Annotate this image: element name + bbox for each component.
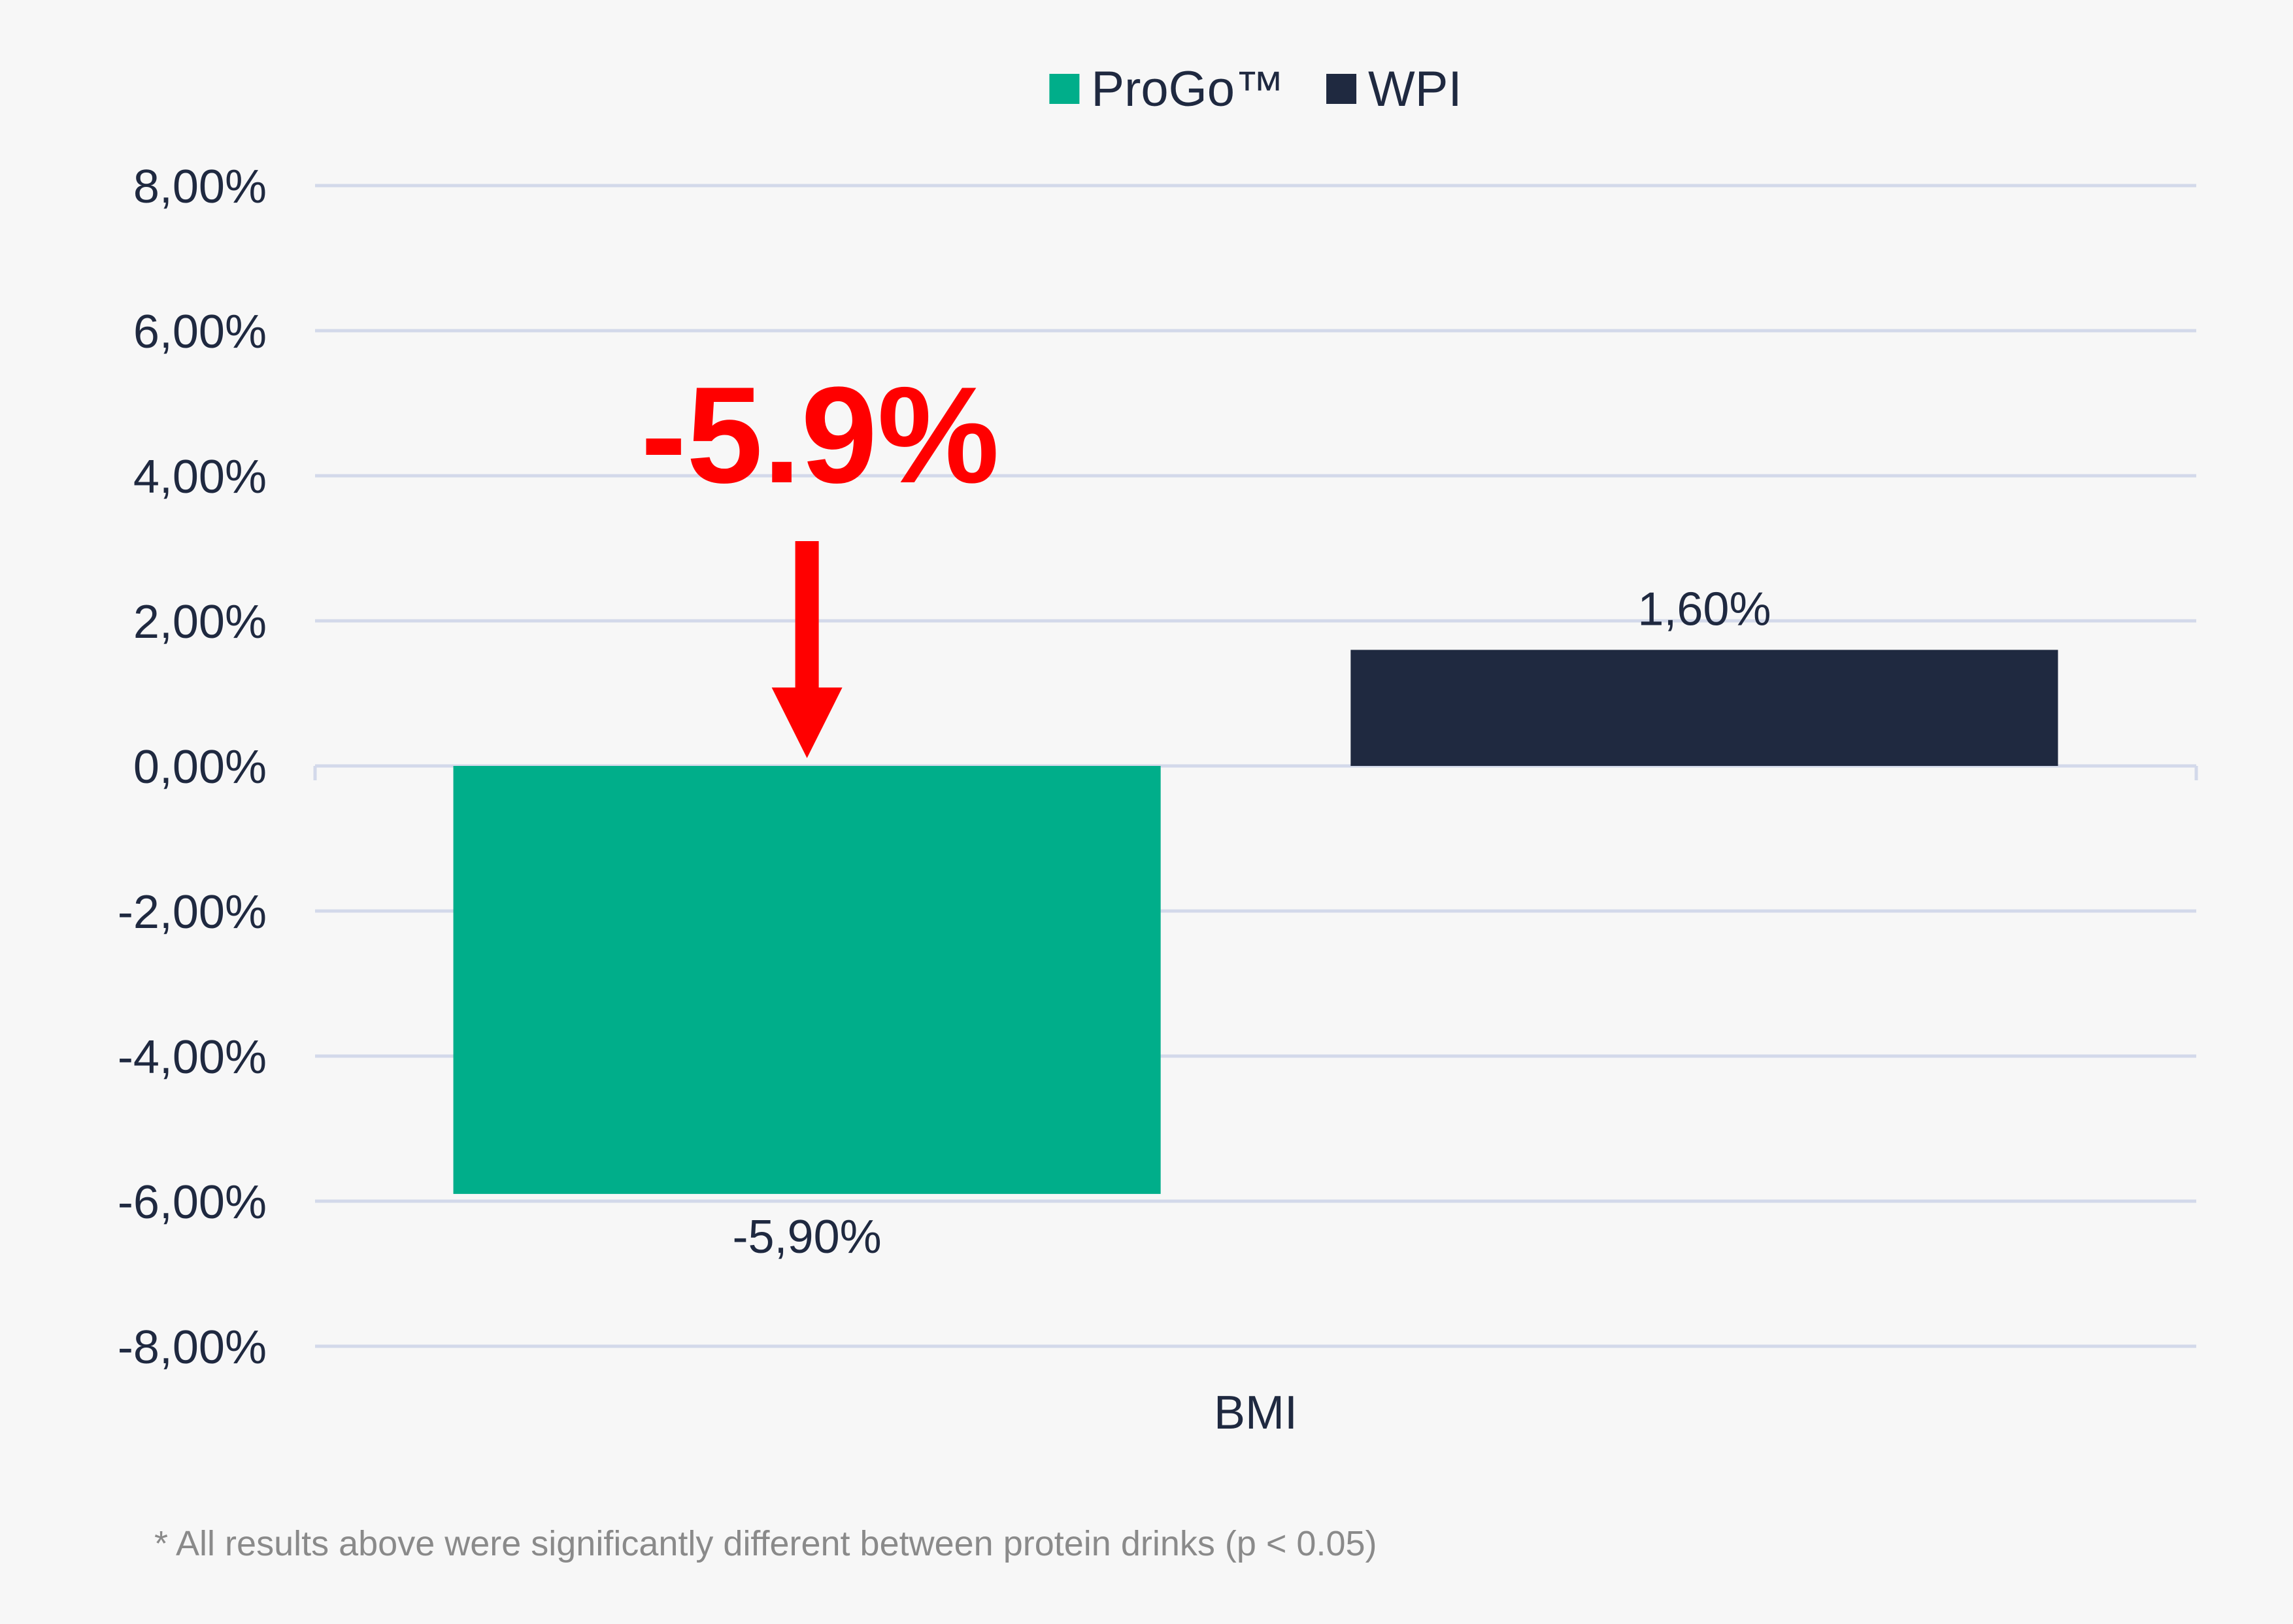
bars bbox=[453, 650, 2058, 1194]
legend-swatch bbox=[1049, 74, 1080, 104]
y-tick-label: 8,00% bbox=[133, 161, 267, 213]
x-axis-categories: BMI bbox=[1214, 1387, 1297, 1439]
y-axis-ticks: 8,00% 6,00% 4,00% 2,00% 0,00% -2,00% -4,00% -6,… bbox=[118, 161, 267, 1374]
footnote: * All results above were significantly d… bbox=[154, 1524, 1377, 1563]
y-tick-label: 6,00% bbox=[133, 306, 267, 358]
annotation-arrow-head bbox=[771, 688, 843, 758]
y-tick-label: -8,00% bbox=[118, 1321, 267, 1374]
legend-label: ProGo™ bbox=[1091, 61, 1284, 117]
y-tick-label: 2,00% bbox=[133, 596, 267, 648]
legend-swatch bbox=[1326, 74, 1357, 104]
y-tick-label: -4,00% bbox=[118, 1031, 267, 1084]
data-label: 1,60% bbox=[1637, 583, 1771, 635]
bar-progo bbox=[453, 766, 1161, 1194]
annotation-arrow-shaft bbox=[795, 541, 819, 693]
y-tick-label: -2,00% bbox=[118, 886, 267, 938]
data-labels: -5,90% 1,60% bbox=[733, 583, 1771, 1263]
y-tick-label: 0,00% bbox=[133, 741, 267, 793]
data-label: -5,90% bbox=[733, 1211, 882, 1263]
legend: ProGo™ WPI bbox=[1049, 61, 1462, 117]
y-tick-label: -6,00% bbox=[118, 1176, 267, 1229]
annotation: -5.9% bbox=[641, 358, 999, 758]
annotation-text: -5.9% bbox=[641, 358, 999, 512]
y-tick-label: 4,00% bbox=[133, 451, 267, 503]
bar-wpi bbox=[1350, 650, 2058, 766]
x-category-label: BMI bbox=[1214, 1387, 1297, 1439]
legend-label: WPI bbox=[1368, 61, 1462, 117]
